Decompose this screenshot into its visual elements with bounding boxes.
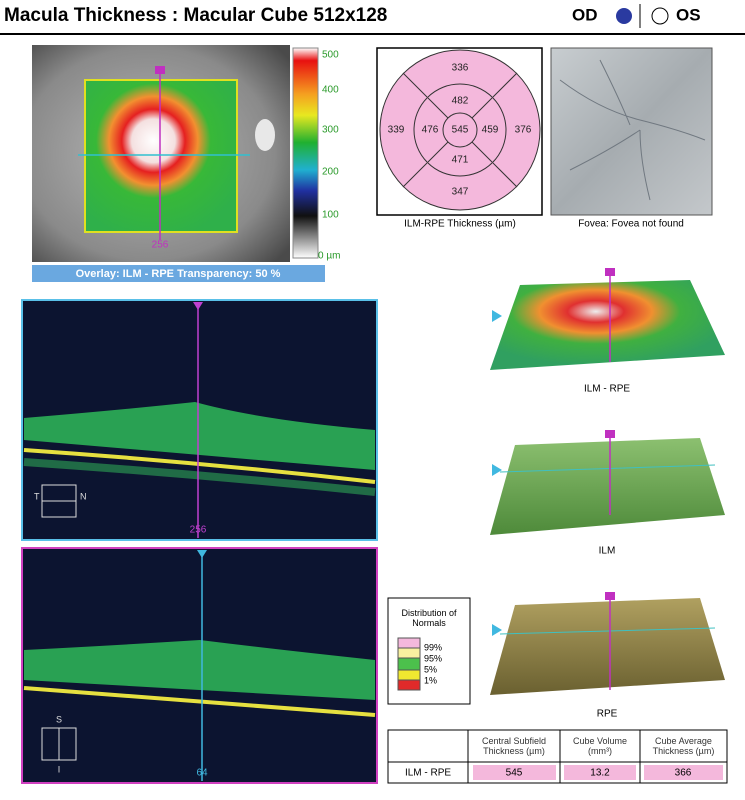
scan-marker xyxy=(605,592,615,600)
surface-ilm xyxy=(490,438,725,535)
table-row: ILM - RPE 545 13.2 366 xyxy=(405,768,692,779)
etdrs-value: 545 xyxy=(452,125,469,136)
table-cell: 545 xyxy=(506,768,523,779)
etdrs-value: 476 xyxy=(422,125,439,136)
etdrs-divider xyxy=(427,141,449,163)
bscan-position: 256 xyxy=(190,525,207,536)
swatch xyxy=(397,669,421,681)
normals-label: 95% xyxy=(424,653,442,663)
scan-marker xyxy=(155,66,165,74)
etdrs-center xyxy=(442,112,478,148)
etdrs-divider xyxy=(402,162,428,188)
os-label: OS xyxy=(676,5,701,24)
etdrs-value: 459 xyxy=(482,125,499,136)
etdrs-values: 336 482 339 476 545 459 376 471 347 xyxy=(388,63,532,198)
colorbar-label: 0 µm xyxy=(318,251,340,262)
overlay-caption: Overlay: ILM - RPE Transparency: 50 % xyxy=(76,268,281,280)
etdrs-value: 347 xyxy=(452,187,469,198)
fundus-caption: Fovea: Fovea not found xyxy=(578,219,684,230)
thickness-map xyxy=(84,79,238,233)
swatch xyxy=(397,679,421,691)
table-header: Central Subfield Thickness (µm) xyxy=(481,735,547,756)
surface-ilm-rpe xyxy=(490,280,725,370)
etdrs-divider xyxy=(402,72,428,98)
os-radio xyxy=(651,7,669,25)
swatch xyxy=(397,647,421,659)
od-label: OD xyxy=(572,5,598,24)
etdrs-value: 471 xyxy=(452,155,469,166)
scan-marker xyxy=(492,624,502,636)
scan-marker xyxy=(605,268,615,276)
swatch xyxy=(397,637,421,649)
normals-label: 1% xyxy=(424,675,437,685)
etdrs-caption: ILM-RPE Thickness (µm) xyxy=(404,219,516,230)
orientation-label: S xyxy=(56,714,62,724)
colorbar-label: 200 xyxy=(322,167,339,178)
surface-rpe xyxy=(490,598,725,695)
table-cell: 13.2 xyxy=(590,768,610,779)
retina-layer xyxy=(24,640,375,700)
etdrs-value: 339 xyxy=(388,125,405,136)
normals-labels: 99% 95% 5% 1% xyxy=(424,642,442,685)
scan-line xyxy=(499,627,716,635)
orientation-label: T xyxy=(34,491,40,501)
etdrs-value: 482 xyxy=(452,96,469,107)
scan-line xyxy=(499,464,716,473)
etdrs-divider xyxy=(427,97,449,119)
colorbar-label: 500 xyxy=(322,50,339,61)
normals-label: 99% xyxy=(424,642,442,652)
table-cell-bg xyxy=(564,765,636,780)
colorbar-label: 300 xyxy=(322,125,339,136)
colorbar-label: 100 xyxy=(322,210,339,221)
colorbar-labels: 500 400 300 200 100 0 µm xyxy=(318,50,340,262)
orientation-label: N xyxy=(80,491,87,501)
etdrs-value: 336 xyxy=(452,63,469,74)
table-header: Cube Average Thickness (µm) xyxy=(652,735,715,756)
map-position-label: 256 xyxy=(152,240,169,251)
normals-label: 5% xyxy=(424,664,437,674)
scan-marker xyxy=(197,550,207,558)
vessels xyxy=(559,59,706,201)
summary-table xyxy=(387,729,728,784)
swatch xyxy=(397,657,421,671)
etdrs-divider xyxy=(492,72,518,98)
etdrs-grid xyxy=(379,49,541,211)
surface-label: RPE xyxy=(597,709,618,720)
orientation-label: I xyxy=(58,764,61,774)
etdrs-value: 376 xyxy=(515,125,532,136)
etdrs-divider xyxy=(471,97,493,119)
table-frame xyxy=(387,729,728,784)
fundus-image xyxy=(550,47,713,216)
od-radio xyxy=(616,8,632,24)
normals-title: Distribution of Normals xyxy=(401,607,457,628)
choroid-layer xyxy=(23,458,376,496)
bscan-position: 64 xyxy=(196,768,208,779)
normals-swatches xyxy=(397,637,421,691)
surface-label: ILM - RPE xyxy=(584,384,630,395)
scan-marker xyxy=(605,430,615,438)
table-cell: 366 xyxy=(675,768,692,779)
rpe-layer xyxy=(23,686,376,717)
etdrs-divider xyxy=(471,141,493,163)
scan-marker xyxy=(492,310,502,322)
colorbar xyxy=(292,47,319,259)
surface-label: ILM xyxy=(599,546,616,557)
table-cell-bg xyxy=(473,765,556,780)
overlay-bar xyxy=(32,265,325,282)
rpe-layer xyxy=(23,448,376,484)
table-header: Cube Volume (mm³) xyxy=(572,735,628,756)
scan-marker xyxy=(492,464,502,476)
table-cell-bg xyxy=(644,765,723,780)
etdrs-divider xyxy=(492,162,518,188)
optic-disc xyxy=(255,119,275,151)
colorbar-label: 400 xyxy=(322,85,339,96)
retina-layer xyxy=(24,402,375,470)
scan-marker xyxy=(193,302,203,310)
report-title: Macula Thickness : Macular Cube 512x128 xyxy=(4,5,387,26)
table-cell: ILM - RPE xyxy=(405,768,451,779)
